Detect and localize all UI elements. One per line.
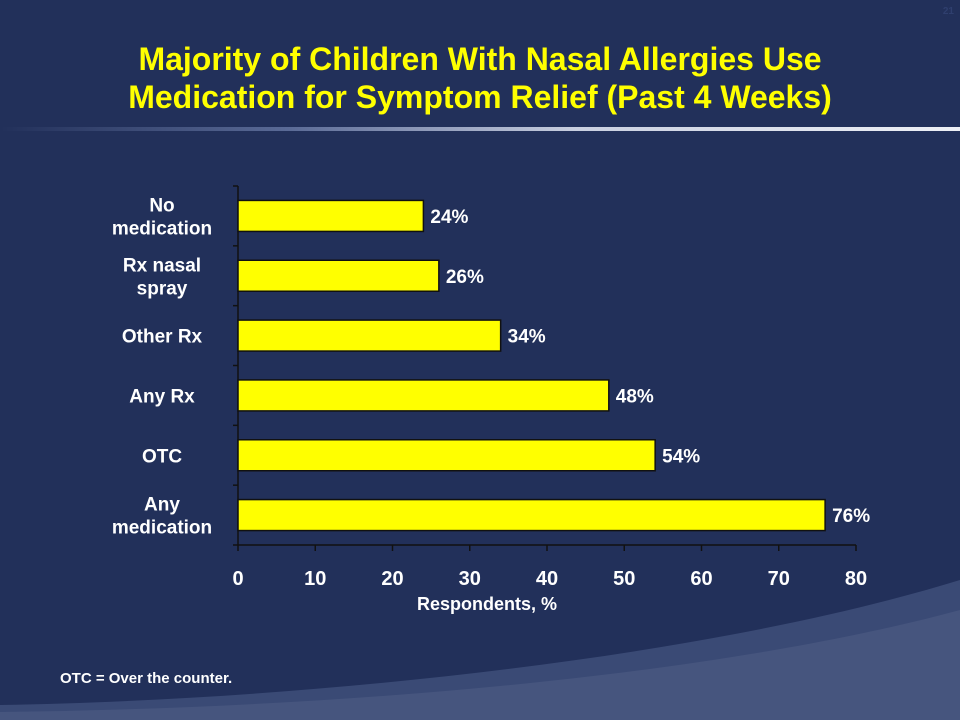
x-tick-label: 70 <box>768 568 790 590</box>
x-tick-label: 80 <box>845 568 867 590</box>
bar <box>237 379 610 412</box>
x-axis-title: Respondents, % <box>417 594 557 614</box>
bar <box>237 199 425 233</box>
category-label-line: No <box>149 195 174 216</box>
category-label-line: OTC <box>142 446 182 467</box>
x-tick-label: 10 <box>304 568 326 590</box>
category-label: Any medication <box>112 495 212 539</box>
bar-value-label: 54% <box>662 446 700 467</box>
slide-title-line-2: Medication for Symptom Relief (Past 4 We… <box>128 79 832 115</box>
x-tick-label: 60 <box>690 568 712 590</box>
bar-value-label: 76% <box>832 506 870 527</box>
bar <box>237 439 656 472</box>
x-tick-label: 40 <box>536 568 558 590</box>
category-label-line: Any <box>144 495 180 516</box>
x-tick-label: 0 <box>232 568 243 590</box>
x-tick-label: 30 <box>459 568 481 590</box>
slide-title: Majority of Children With Nasal Allergie… <box>0 40 960 116</box>
chart-axes <box>233 185 857 551</box>
title-divider <box>0 127 960 131</box>
bar-value-label: 24% <box>430 207 468 228</box>
page-number: 21 <box>942 6 954 17</box>
category-label-line: medication <box>112 218 212 239</box>
bar <box>237 319 502 352</box>
category-label-line: spray <box>137 278 188 299</box>
chart-bars <box>237 199 826 532</box>
category-label-line: Other Rx <box>122 327 203 348</box>
category-label-line: medication <box>112 518 212 539</box>
bar <box>237 259 440 292</box>
x-tick-label: 20 <box>381 568 403 590</box>
category-label: Any Rx <box>129 386 195 407</box>
category-label: OTC <box>142 446 182 467</box>
slide-title-line-1: Majority of Children With Nasal Allergie… <box>138 41 822 77</box>
bar-value-label: 26% <box>446 267 484 288</box>
category-label: Rx nasal spray <box>123 255 201 299</box>
bar <box>237 498 826 532</box>
category-label-line: Any Rx <box>129 386 195 407</box>
x-tick-label: 50 <box>613 568 635 590</box>
category-label: No medication <box>112 195 212 239</box>
category-label: Other Rx <box>122 327 203 348</box>
category-label-line: Rx nasal <box>123 255 201 276</box>
bar-value-label: 34% <box>508 327 546 348</box>
footnote: OTC = Over the counter. <box>60 670 233 687</box>
bar-value-label: 48% <box>616 386 654 407</box>
